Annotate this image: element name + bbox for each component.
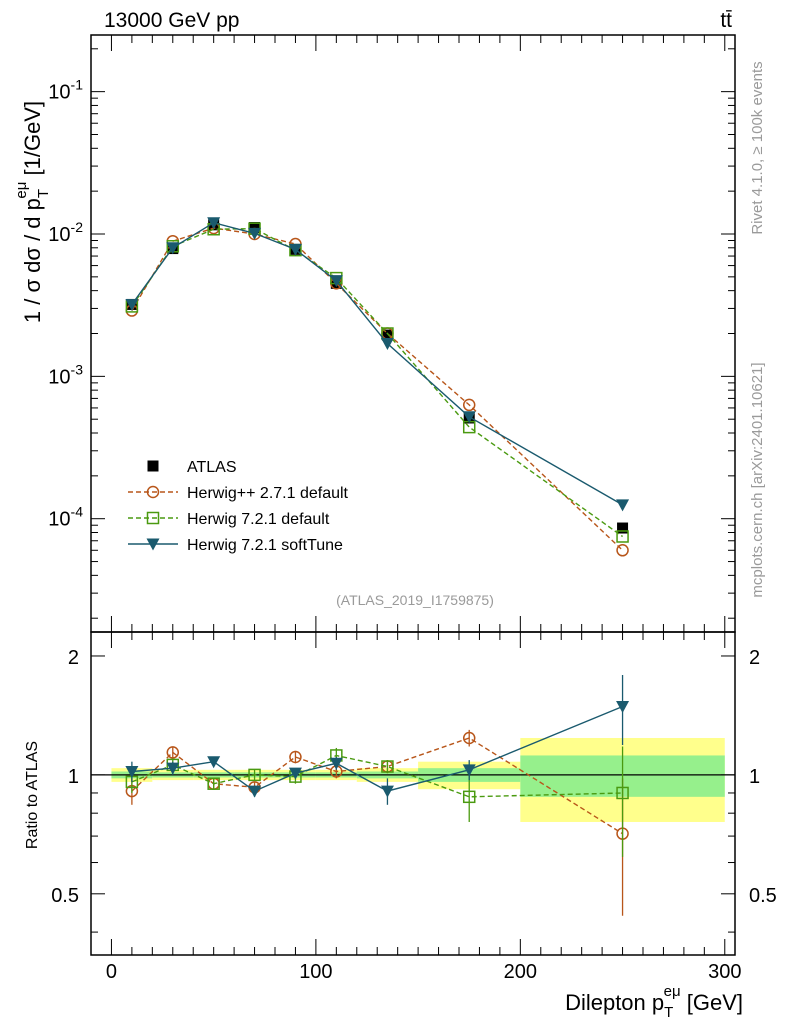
legend-entry: Herwig++ 2.7.1 default [128,485,349,502]
data-point [288,243,302,256]
ratio-y-tick-label-right: 0.5 [749,885,777,907]
legend-marker [146,511,160,525]
ratio-panel-frame [90,631,736,956]
data-point [249,222,261,234]
svg-text:1 / σ dσ / d pTeμ [1/GeV]: 1 / σ dσ / d pTeμ [1/GeV] [13,101,52,323]
data-point [166,242,180,255]
ratio-point [166,762,180,775]
data-point [248,227,262,240]
ratio-y-tick-label: 1 [68,766,79,788]
ratio-line [131,737,623,835]
ratio-point [289,750,302,764]
data-point [207,217,221,230]
data-point [380,338,394,351]
header-process-label: tt̄ [720,9,732,32]
legend-marker [147,460,159,472]
data-point [617,522,629,534]
ratio-y-tick-label: 0.5 [51,885,79,907]
legend-label: ATLAS [187,459,237,476]
data-point [616,499,630,512]
ratio-series-herwig-7-2-1-softtune [125,675,630,805]
series-herwig-7-2-1-softtune [125,217,630,512]
data-point [462,411,476,424]
x-tick-label: 0 [106,961,117,983]
ratio-y-tick-label-right: 1 [749,766,760,788]
ratio-point [380,785,394,798]
ratio-point [207,756,221,769]
data-point [616,544,629,557]
data-point [616,530,629,543]
mcplots-label: mcplots.cern.ch [arXiv:2401.10621] [749,362,766,597]
data-point [329,275,343,288]
analysis-id: (ATLAS_2019_I1759875) [336,592,494,608]
header-energy-label: 13000 GeV pp [104,9,239,32]
ratio-y-tick-label-right: 2 [749,647,760,669]
y-tick-label: 10-1 [48,77,83,104]
rivet-version-label: Rivet 4.1.0, ≥ 100k events [749,61,766,234]
ratio-point [288,767,302,780]
x-tick-label: 300 [708,961,741,983]
series-herwig-2-7-1-default [125,221,629,557]
ratio-point [125,765,139,778]
ratio-point [616,786,629,800]
ratio-y-axis-label: Ratio to ATLAS [24,741,41,849]
ratio-y-tick-label: 2 [68,647,79,669]
ratio-point [248,768,261,782]
ratio-point [248,785,262,798]
ratio-point [166,746,180,759]
ratio-point [462,790,476,804]
legend-label: Herwig++ 2.7.1 default [187,485,349,502]
legend-marker [146,538,160,551]
legend-label: Herwig 7.2.1 default [187,511,330,528]
legend-entry: ATLAS [147,459,237,476]
ratio-point [616,700,630,713]
ratio-point [329,757,343,770]
x-tick-label: 200 [504,961,537,983]
y-tick-label: 10-2 [48,219,83,246]
x-tick-label: 100 [299,961,332,983]
ratio-point [207,777,220,790]
x-axis-label: Dilepton pTeμ [GeV] [565,983,743,1021]
y-tick-label: 10-4 [48,504,83,531]
data-point [462,398,476,412]
y-tick-label: 10-3 [48,361,83,388]
legend-label: Herwig 7.2.1 softTune [187,537,343,554]
legend-entry: Herwig 7.2.1 softTune [128,537,343,554]
top-y-axis-label: 1 / σ dσ / d pTeμ [1/GeV] [13,101,52,323]
ratio-point [381,760,394,773]
data-point [381,329,393,341]
data-point [125,298,139,311]
ratio-point [462,731,476,745]
legend-entry: Herwig 7.2.1 default [128,511,330,528]
legend-marker [146,485,160,499]
ratio-point [462,764,476,777]
